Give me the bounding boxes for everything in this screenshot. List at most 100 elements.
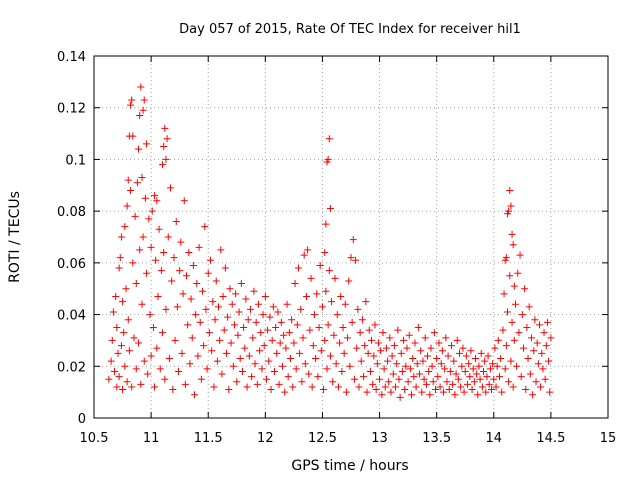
data-point	[509, 383, 517, 391]
data-point	[157, 267, 165, 275]
data-point	[436, 383, 444, 391]
data-point	[364, 349, 372, 357]
data-point	[511, 300, 519, 308]
data-point	[329, 378, 337, 386]
data-point	[180, 197, 188, 205]
data-point	[262, 375, 270, 383]
data-point	[283, 300, 291, 308]
data-point	[258, 365, 266, 373]
data-point	[337, 292, 345, 300]
data-point	[200, 342, 208, 350]
data-point	[401, 386, 409, 394]
data-point	[216, 336, 224, 344]
data-point	[246, 305, 254, 313]
y-tick-label: 0	[78, 412, 86, 427]
x-tick-label: 11	[143, 431, 160, 446]
x-tick-label: 11.5	[194, 431, 223, 446]
x-tick-label: 14	[486, 431, 503, 446]
data-point	[266, 313, 274, 321]
data-point	[350, 375, 358, 383]
data-point	[454, 375, 462, 383]
data-point	[248, 373, 256, 381]
tick-layer: 10.5 11 11.5 12 12.5 13 13.5 14 14.5 15 0 0.02 0.04 0…	[57, 50, 616, 446]
data-point	[212, 277, 220, 285]
data-point	[440, 388, 448, 396]
data-point	[374, 339, 382, 347]
data-point	[159, 329, 167, 337]
data-point	[124, 316, 132, 324]
data-point	[525, 303, 533, 311]
data-point	[171, 336, 179, 344]
data-point	[138, 300, 146, 308]
data-point	[342, 388, 350, 396]
y-axis-label: ROTI / TECUs	[7, 191, 23, 283]
data-point	[260, 342, 268, 350]
data-point	[241, 344, 249, 352]
data-point	[119, 298, 127, 306]
data-point	[305, 370, 313, 378]
data-point	[459, 344, 467, 352]
data-point	[250, 287, 258, 295]
data-point	[410, 373, 418, 381]
data-point	[163, 135, 171, 143]
data-point	[522, 386, 530, 394]
data-point	[257, 329, 265, 337]
data-point	[387, 388, 395, 396]
data-point	[207, 256, 215, 264]
data-point	[324, 321, 332, 329]
data-point	[289, 383, 297, 391]
data-point	[321, 249, 329, 257]
data-point	[114, 349, 122, 357]
data-point	[195, 243, 203, 251]
data-point	[356, 329, 364, 337]
data-point	[261, 292, 269, 300]
data-point	[113, 383, 121, 391]
data-point	[109, 308, 117, 316]
data-point	[370, 352, 378, 360]
data-point	[443, 378, 451, 386]
data-point	[506, 186, 514, 194]
data-point	[448, 342, 456, 350]
data-point	[507, 202, 515, 210]
data-point	[500, 290, 508, 298]
data-point	[135, 339, 143, 347]
data-point	[379, 329, 387, 337]
x-tick-label: 15	[600, 431, 617, 446]
data-point	[322, 220, 330, 228]
data-point	[237, 280, 245, 288]
data-point	[502, 254, 510, 262]
data-point	[129, 132, 137, 140]
data-point	[503, 308, 511, 316]
data-point	[213, 357, 221, 365]
data-point	[469, 365, 477, 373]
data-point	[413, 360, 421, 368]
data-point	[462, 352, 470, 360]
data-point	[288, 316, 296, 324]
data-point	[220, 326, 228, 334]
x-axis-label: GPS time / hours	[291, 458, 408, 474]
data-point	[168, 277, 176, 285]
data-point	[460, 388, 468, 396]
data-point	[330, 331, 338, 339]
data-point	[276, 339, 284, 347]
data-point	[538, 349, 546, 357]
data-point	[316, 261, 324, 269]
data-point	[265, 357, 273, 365]
data-point	[185, 249, 193, 257]
data-point	[494, 336, 502, 344]
data-point	[517, 373, 525, 381]
data-point	[113, 324, 121, 331]
data-point	[376, 375, 384, 383]
data-point	[225, 386, 233, 394]
data-point	[380, 365, 388, 373]
data-point	[458, 362, 466, 370]
data-point	[508, 230, 516, 238]
data-point	[297, 305, 305, 313]
data-point	[328, 298, 336, 306]
data-point	[144, 370, 152, 378]
data-point	[510, 282, 518, 290]
data-point	[388, 352, 396, 360]
data-point	[326, 352, 334, 360]
